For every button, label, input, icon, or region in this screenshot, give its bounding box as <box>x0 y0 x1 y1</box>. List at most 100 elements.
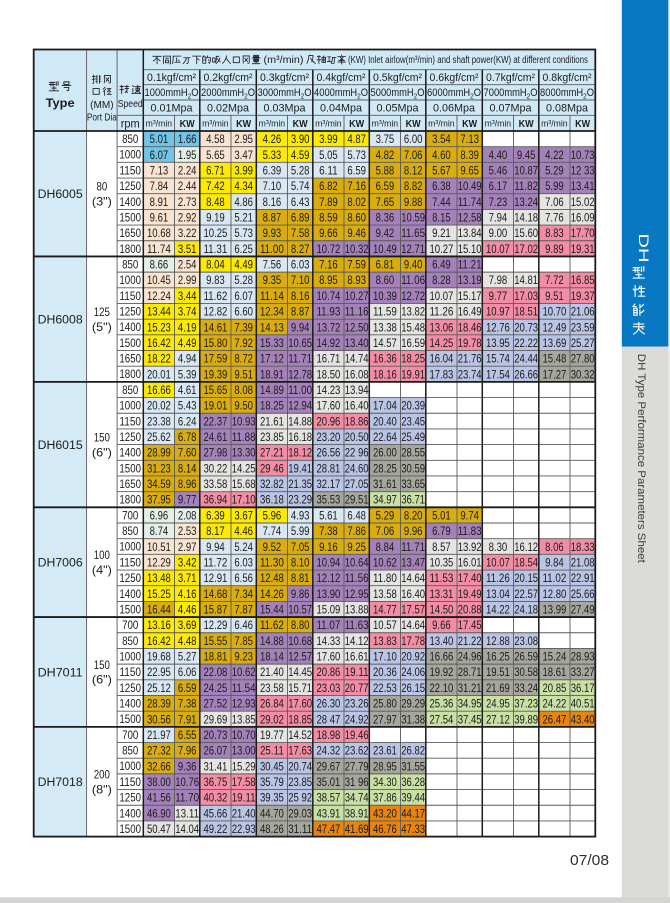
svg-text:17.40: 17.40 <box>458 571 482 585</box>
svg-text:5.28: 5.28 <box>234 273 253 287</box>
svg-text:5.96: 5.96 <box>263 508 282 522</box>
svg-text:7.10: 7.10 <box>263 179 282 193</box>
svg-text:1400: 1400 <box>119 587 141 601</box>
svg-text:22.10: 22.10 <box>429 681 453 695</box>
svg-text:0.02Mpa: 0.02Mpa <box>207 102 249 114</box>
svg-text:15.80: 15.80 <box>203 336 227 350</box>
svg-text:7.84: 7.84 <box>150 179 169 193</box>
svg-text:33.58: 33.58 <box>203 477 227 491</box>
svg-text:23.62: 23.62 <box>345 744 369 758</box>
svg-text:46.76: 46.76 <box>373 822 397 836</box>
svg-text:5.01: 5.01 <box>432 508 451 522</box>
svg-text:1150: 1150 <box>119 414 141 428</box>
svg-text:14.13: 14.13 <box>260 320 284 334</box>
svg-text:3.74: 3.74 <box>178 305 197 319</box>
svg-text:18.50: 18.50 <box>316 367 340 381</box>
svg-text:7.23: 7.23 <box>489 195 508 209</box>
svg-text:9.65: 9.65 <box>460 163 479 177</box>
svg-text:7.16: 7.16 <box>319 258 338 272</box>
svg-text:7000mmH2O: 7000mmH2O <box>484 87 538 101</box>
svg-text:0.08Mpa: 0.08Mpa <box>546 102 588 114</box>
svg-text:7.92: 7.92 <box>234 336 253 350</box>
svg-text:14.18: 14.18 <box>514 211 538 225</box>
svg-text:6.00: 6.00 <box>404 132 423 146</box>
svg-text:17.60: 17.60 <box>316 650 340 664</box>
svg-text:8.91: 8.91 <box>150 195 169 209</box>
svg-text:11.71: 11.71 <box>401 540 425 554</box>
svg-text:8.39: 8.39 <box>460 148 479 162</box>
svg-text:29.51: 29.51 <box>345 493 369 507</box>
svg-text:27.80: 27.80 <box>571 352 595 366</box>
svg-text:8000mmH2O: 8000mmH2O <box>540 87 594 101</box>
svg-text:8.87: 8.87 <box>291 305 310 319</box>
svg-text:33.24: 33.24 <box>514 681 538 695</box>
svg-text:11.82: 11.82 <box>514 179 538 193</box>
svg-text:3.99: 3.99 <box>234 163 253 177</box>
svg-text:3.75: 3.75 <box>376 132 395 146</box>
svg-text:5.74: 5.74 <box>291 179 310 193</box>
svg-text:(8"): (8") <box>92 782 112 796</box>
svg-text:1500: 1500 <box>119 210 141 224</box>
svg-text:46.90: 46.90 <box>147 806 171 820</box>
svg-text:8.27: 8.27 <box>291 242 310 256</box>
svg-text:7.74: 7.74 <box>263 524 282 538</box>
svg-text:6.38: 6.38 <box>432 179 451 193</box>
svg-text:9.61: 9.61 <box>150 211 169 225</box>
svg-text:22.95: 22.95 <box>147 665 171 679</box>
svg-text:31.55: 31.55 <box>401 759 425 773</box>
svg-text:29.67: 29.67 <box>316 759 340 773</box>
svg-text:7.60: 7.60 <box>178 446 197 460</box>
svg-text:2.73: 2.73 <box>178 195 197 209</box>
svg-text:10.39: 10.39 <box>373 289 397 303</box>
svg-text:1150: 1150 <box>119 665 141 679</box>
svg-text:1250: 1250 <box>119 681 141 695</box>
svg-text:4.58: 4.58 <box>206 132 225 146</box>
svg-text:10.35: 10.35 <box>429 555 453 569</box>
svg-text:8.95: 8.95 <box>319 273 338 287</box>
svg-text:9.77: 9.77 <box>178 493 197 507</box>
svg-text:28.25: 28.25 <box>373 461 397 475</box>
svg-text:850: 850 <box>122 132 139 146</box>
svg-text:31.21: 31.21 <box>458 681 482 695</box>
svg-text:22.22: 22.22 <box>514 336 538 350</box>
svg-text:7.58: 7.58 <box>291 226 310 240</box>
svg-text:9.93: 9.93 <box>263 226 282 240</box>
svg-text:20.39: 20.39 <box>401 399 425 413</box>
svg-text:0.01Mpa: 0.01Mpa <box>151 102 193 114</box>
svg-text:0.8kgf/cm²: 0.8kgf/cm² <box>543 72 592 84</box>
svg-text:7.39: 7.39 <box>234 320 253 334</box>
svg-text:13.44: 13.44 <box>147 305 171 319</box>
svg-text:13.90: 13.90 <box>316 587 340 601</box>
svg-text:4.60: 4.60 <box>432 148 451 162</box>
svg-text:27.97: 27.97 <box>373 712 397 726</box>
svg-text:11.93: 11.93 <box>316 305 340 319</box>
svg-text:9.74: 9.74 <box>460 508 479 522</box>
svg-text:6.11: 6.11 <box>319 163 338 177</box>
svg-text:19.77: 19.77 <box>260 728 284 742</box>
svg-text:14.04: 14.04 <box>175 822 199 836</box>
svg-text:13.47: 13.47 <box>401 555 425 569</box>
svg-text:14.45: 14.45 <box>288 665 312 679</box>
svg-text:14.74: 14.74 <box>345 352 369 366</box>
svg-text:8.06: 8.06 <box>545 540 564 554</box>
svg-text:8.96: 8.96 <box>178 477 197 491</box>
svg-text:16.66: 16.66 <box>429 650 453 664</box>
svg-text:33.27: 33.27 <box>571 665 595 679</box>
svg-text:26.00: 26.00 <box>373 446 397 460</box>
svg-text:11.53: 11.53 <box>429 571 453 585</box>
svg-text:13.16: 13.16 <box>147 618 171 632</box>
svg-text:29.03: 29.03 <box>288 806 312 820</box>
svg-text:3.22: 3.22 <box>178 226 197 240</box>
svg-text:13.85: 13.85 <box>232 712 256 726</box>
svg-text:7.42: 7.42 <box>206 179 225 193</box>
svg-text:0.4kgf/cm²: 0.4kgf/cm² <box>317 72 366 84</box>
svg-text:26.66: 26.66 <box>514 367 538 381</box>
svg-text:0.7kgf/cm²: 0.7kgf/cm² <box>486 72 535 84</box>
svg-text:15.29: 15.29 <box>232 759 256 773</box>
svg-text:9.94: 9.94 <box>206 540 225 554</box>
svg-text:23.85: 23.85 <box>288 775 312 789</box>
svg-text:16.12: 16.12 <box>514 540 538 554</box>
svg-text:17.60: 17.60 <box>288 697 312 711</box>
svg-text:5.46: 5.46 <box>489 163 508 177</box>
svg-text:9.42: 9.42 <box>376 226 395 240</box>
